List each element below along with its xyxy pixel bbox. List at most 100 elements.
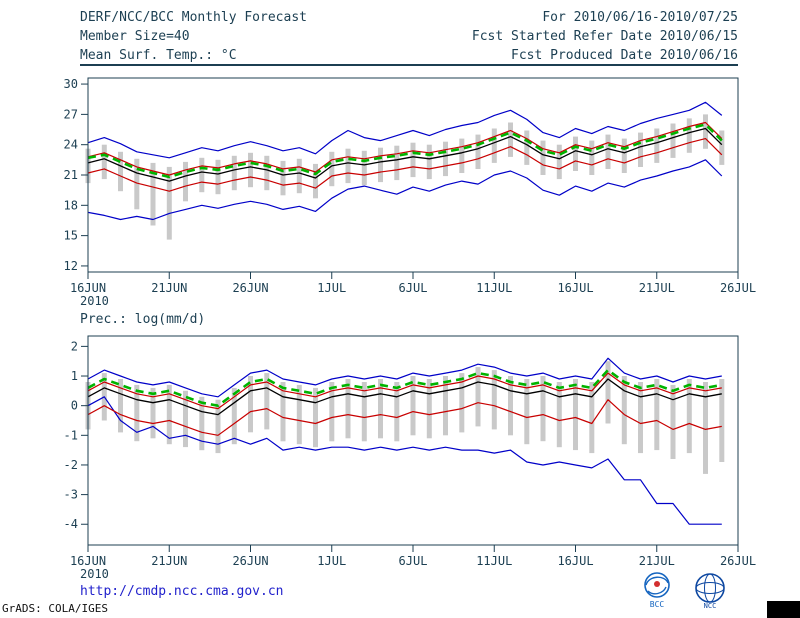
ensemble-mean-line [87,368,723,407]
x-tick-label: 6JUL [399,554,428,568]
bcc-logo-swirl-top [645,576,669,586]
x-tick-label: 26JUN [232,281,268,295]
spread-bar [280,382,286,442]
produced-date-label: Fcst Produced Date 2010/06/16 [511,48,738,63]
spread-bar [670,384,676,459]
spread-bar [654,128,660,163]
spread-bar [394,382,400,442]
spread-bar [556,382,562,448]
spread-bar [410,376,416,436]
spread-bar [248,152,253,188]
corner-black-mark [767,601,800,618]
spread-bar [605,134,611,169]
spread-bar [508,122,513,157]
x-tick-label: 16JUN [70,554,106,568]
spread-bar [703,382,708,474]
spread-bar [150,162,156,226]
spread-bar [556,144,562,180]
upper-spread-line [87,372,722,410]
spread-bar [573,136,578,171]
spread-bar [280,160,286,196]
refer-date-label: Fcst Started Refer Date 2010/06/15 [471,29,738,44]
bcc-logo-text: BCC [650,600,665,609]
spread-bar [378,147,383,183]
bcc-logo: BCC [644,572,670,609]
x-tick-label: 21JUN [151,281,187,295]
ncc-logo-latitude [695,582,725,594]
spread-bar [491,128,497,163]
bcc-logo-ring [644,572,670,598]
spread-bar [361,150,367,186]
header-right: For 2010/06/16-2010/07/25 Fcst Started R… [472,8,738,65]
spread-bar [183,390,188,448]
spread-bar [426,144,432,180]
spread-bar [605,361,611,424]
spread-bar [378,379,383,439]
member-size-label: Member Size=40 [80,29,190,44]
x-tick-label: 11JUL [476,554,512,568]
spread-bar [621,376,627,445]
upper-spread-line [87,121,723,176]
spread-bar [589,382,595,454]
y-tick-label: 18 [64,198,78,212]
spread-bar [426,379,432,439]
spread-bar [199,157,205,193]
spread-bar [443,141,448,177]
spread-bar [686,118,692,153]
spread-bar [719,130,725,165]
ncc-logo-globe [695,573,725,603]
spread-bar [166,384,172,445]
y-tick-label: 27 [64,107,78,121]
spread-bar [410,142,416,178]
spread-bar [199,396,205,451]
ensemble-spread-bars [85,114,725,240]
spread-bar [248,376,253,433]
temperature-chart: 12 15 18 21 24 27 30 16JUN 21JUN 26JUN 1JUL 6JUL 11J… [64,77,757,308]
bcc-logo-swirl-bottom [647,586,667,595]
x-tick-label: 16JUL [557,281,593,295]
spread-bar [264,155,270,191]
spread-bar [215,399,221,454]
y-tick-label: -3 [64,488,78,502]
y-tick-label: -2 [64,458,78,472]
spread-bar [150,387,156,439]
temp-panel-label: Mean Surf. Temp.: °C [80,48,237,63]
bcc-logo-core [654,581,660,587]
precipitation-chart: -4 -3 -2 -1 0 1 2 16JUN 21JUN 26JUN 1JUL 6JUL 11JUL 1… [64,335,756,581]
y-tick-label: 24 [64,138,78,152]
ensemble-mean-line [87,123,723,179]
ncc-logo-longitude [704,573,716,603]
x-tick-label: 21JUN [151,554,187,568]
ensemble-min-line [87,396,722,525]
spread-bar [719,379,725,462]
spread-bar [475,134,481,169]
x-tick-label: 1JUL [317,281,346,295]
spread-bar [101,144,107,180]
spread-bar [296,158,302,194]
spread-bar [329,151,335,187]
spread-bar [394,145,400,181]
header-divider [80,64,738,66]
spread-bar [134,384,140,442]
spread-bar [638,132,643,167]
spread-bar [313,163,318,199]
x-axis-year-label: 2010 [80,567,109,581]
spread-bar [459,138,465,173]
spread-bar [231,387,237,445]
spread-bar [345,148,351,184]
website-link[interactable]: http://cmdp.ncc.cma.gov.cn [80,584,284,599]
page-title: DERF/NCC/BCC Monthly Forecast [80,10,307,25]
spread-bar [540,140,546,175]
precip-panel-label: Prec.: log(mm/d) [80,312,206,327]
y-tick-label: 21 [64,168,78,182]
spread-bar [134,158,140,210]
x-tick-label: 26JUL [720,281,756,295]
y-tick-label: 2 [71,339,78,353]
spread-bar [589,140,595,175]
ensemble-min-line [87,159,723,221]
spread-bar [118,151,123,192]
ensemble-median-line [87,378,722,416]
x-tick-label: 21JUL [639,281,675,295]
y-tick-label: 0 [71,399,78,413]
